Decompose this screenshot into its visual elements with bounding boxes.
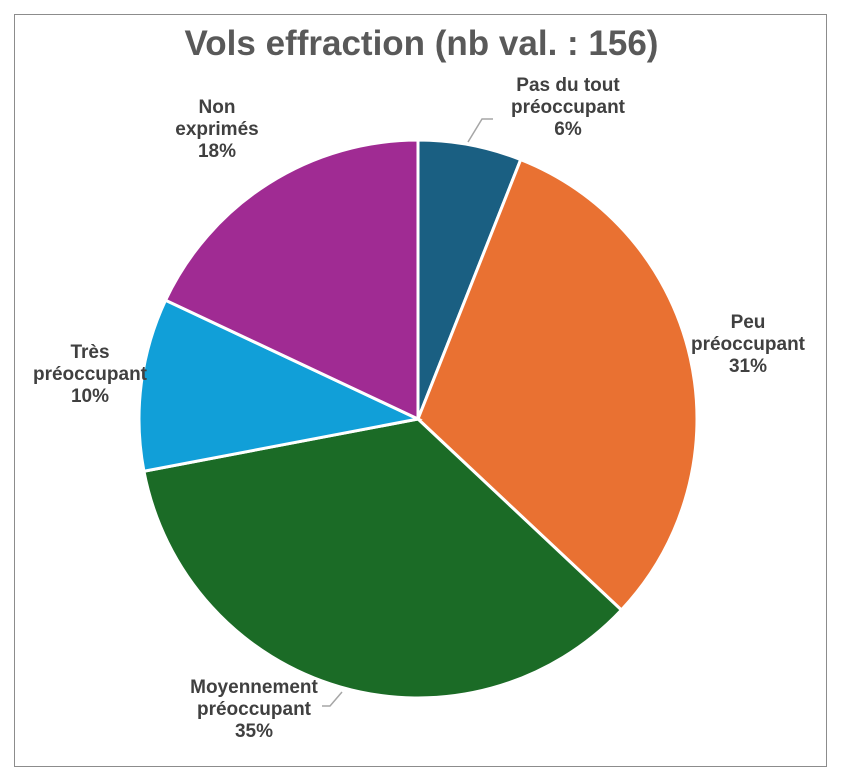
data-label-line: Très bbox=[70, 342, 110, 363]
data-label-line: préoccupant bbox=[196, 699, 312, 720]
data-label-1: Peu préoccupant 31% bbox=[691, 312, 805, 378]
data-label-line: Peu bbox=[730, 312, 766, 333]
chart-title: Vols effraction (nb val. : 156) bbox=[184, 24, 659, 63]
data-label-line: Non bbox=[198, 97, 236, 118]
data-label-line: préoccupant bbox=[32, 364, 148, 385]
leader-line-1 bbox=[322, 691, 343, 707]
data-label-line: Pas du tout bbox=[516, 75, 620, 96]
data-label-percent: 6% bbox=[554, 119, 582, 140]
pie-slice-3 bbox=[137, 298, 423, 474]
data-label-line: exprimés bbox=[175, 119, 259, 140]
data-label-line: Moyennement bbox=[190, 677, 318, 698]
data-label-percent: 35% bbox=[234, 721, 274, 742]
pie-slice-2 bbox=[142, 417, 624, 700]
chart-frame bbox=[14, 14, 827, 767]
data-label-percent: 10% bbox=[70, 386, 110, 407]
data-label-0: Pas du tout préoccupant 6% bbox=[511, 75, 625, 141]
data-label-percent: 18% bbox=[197, 141, 237, 162]
data-label-4: Non exprimés 18% bbox=[175, 97, 258, 163]
pie-slice-1 bbox=[416, 157, 699, 613]
pie-slice-4 bbox=[163, 138, 420, 422]
data-label-2: Moyennement préoccupant 35% bbox=[190, 677, 318, 743]
data-label-3: Très préoccupant 10% bbox=[33, 342, 147, 408]
data-label-percent: 31% bbox=[728, 356, 768, 377]
data-label-line: préoccupant bbox=[510, 97, 626, 118]
data-label-line: préoccupant bbox=[690, 334, 806, 355]
leader-line-0 bbox=[467, 118, 493, 143]
